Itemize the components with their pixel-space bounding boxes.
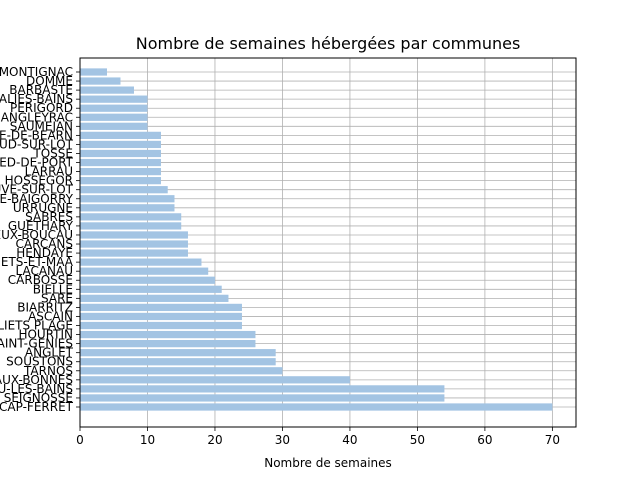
bar xyxy=(80,131,161,139)
y-tick-label: DOMME xyxy=(26,74,73,88)
bar xyxy=(80,104,148,112)
bar xyxy=(80,385,445,393)
x-tick-label: 30 xyxy=(275,433,290,447)
bar xyxy=(80,312,242,321)
bar xyxy=(80,68,107,76)
y-tick-label: SOUSTONS xyxy=(6,355,73,369)
bar xyxy=(80,349,276,357)
y-tick-label: HOURTIN xyxy=(18,328,73,342)
y-tick-label: SAINT-ETIENNE-DE-BAIGORRY xyxy=(0,192,74,206)
x-tick-label: 0 xyxy=(76,433,84,447)
bar xyxy=(80,403,553,411)
bar xyxy=(80,321,242,330)
bar xyxy=(80,195,175,203)
y-tick-label: SAUVETERRE-DE-BEARN xyxy=(0,128,73,142)
y-tick-label: GUETHARY xyxy=(8,219,74,233)
y-tick-label: ANGLEYRAC xyxy=(1,110,73,124)
bar xyxy=(80,167,161,176)
x-tick-label: 50 xyxy=(410,433,425,447)
bar xyxy=(80,376,350,384)
y-tick-label: ANGLET xyxy=(25,346,74,360)
bar xyxy=(80,158,161,167)
bar xyxy=(80,213,182,221)
y-tick-label: ASCAIN xyxy=(28,309,73,323)
bar xyxy=(80,249,188,257)
y-tick-label: HENDAYE xyxy=(16,246,73,260)
x-tick-label: 20 xyxy=(207,433,222,447)
y-tick-label: EAUX-BONNES xyxy=(0,373,73,387)
y-tick-label: CASTELNAUD-SUR-LOT xyxy=(0,137,74,151)
y-tick-label: SARE xyxy=(41,291,73,305)
y-tick-label: TOSSE xyxy=(32,146,73,160)
bar xyxy=(80,294,229,302)
y-tick-label: SEIGNOSSE xyxy=(4,391,73,405)
y-tick-label: BIELLE xyxy=(33,282,73,296)
y-tick-label: BARBASTE xyxy=(9,83,73,97)
bar xyxy=(80,303,242,312)
y-tick-label: MOLIETS PLAGE xyxy=(0,319,73,333)
bar xyxy=(80,240,188,248)
bar xyxy=(80,276,215,284)
bar xyxy=(80,149,161,158)
y-tick-label: VIEUX-BOUCAU-LES-BAINS xyxy=(0,382,73,396)
y-tick-label: VIEUX-BOUCAU xyxy=(0,228,73,242)
y-tick-label: LÈGE-CAP-FERRET xyxy=(0,399,74,414)
bar xyxy=(80,186,168,194)
bar xyxy=(80,285,222,293)
bar xyxy=(80,86,134,94)
x-tick-label: 40 xyxy=(342,433,357,447)
bar xyxy=(80,231,188,239)
y-tick-label: SAUMEJAN xyxy=(10,119,73,133)
y-tick-label: HOSSEGOR xyxy=(5,174,73,188)
bar xyxy=(80,330,256,339)
bar xyxy=(80,258,202,266)
bar xyxy=(80,140,161,149)
bar xyxy=(80,358,276,366)
bar xyxy=(80,177,161,185)
y-tick-label: SALIES-BAINS xyxy=(0,92,73,106)
bar xyxy=(80,204,175,212)
bar xyxy=(80,95,148,103)
chart-title: Nombre de semaines hébergées par commune… xyxy=(136,34,521,53)
y-tick-label: VILLENEUVE-SUR-LOT xyxy=(0,183,74,197)
y-tick-label: PERIGORD xyxy=(10,101,73,115)
y-tick-label: MOLIETS-ET-MAA xyxy=(0,255,74,269)
bar xyxy=(80,340,256,348)
y-tick-label: MONTIGNAC xyxy=(0,65,73,79)
y-tick-label: URRUGNE xyxy=(13,201,73,215)
x-tick-label: 70 xyxy=(545,433,560,447)
y-tick-label: SAINT-GENIES xyxy=(0,337,73,351)
y-tick-label: TARNOS xyxy=(23,364,73,378)
bars xyxy=(80,68,553,411)
y-tick-label: LARRAU xyxy=(25,165,73,179)
y-ticks: LÈGE-CAP-FERRETSEIGNOSSEVIEUX-BOUCAU-LES… xyxy=(0,65,80,414)
bar xyxy=(80,222,182,230)
bar xyxy=(80,367,283,375)
y-tick-label: SABRES xyxy=(25,210,73,224)
x-axis-label: Nombre de semaines xyxy=(264,456,392,470)
y-tick-label: LACANAU xyxy=(15,264,73,278)
y-tick-label: SAINT-JEAN-PIED-DE-PORT xyxy=(0,156,74,170)
y-tick-label: CARBOSSE xyxy=(8,273,73,287)
bar xyxy=(80,394,445,402)
bar xyxy=(80,267,209,275)
x-tick-label: 10 xyxy=(140,433,155,447)
y-tick-label: CARCANS xyxy=(15,237,73,251)
bar xyxy=(80,122,148,130)
plot-frame xyxy=(79,57,577,428)
x-tick-label: 60 xyxy=(477,433,492,447)
bar xyxy=(80,113,148,121)
bar xyxy=(80,77,121,85)
x-ticks: 0 10 20 30 40 50 60 70 xyxy=(76,427,560,447)
y-tick-label: BIARRITZ xyxy=(17,300,73,314)
